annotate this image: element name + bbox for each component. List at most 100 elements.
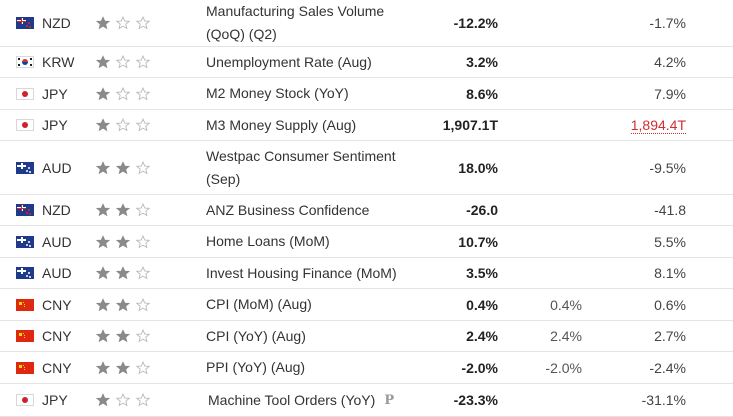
previous-value-text: 7.9% [654, 85, 686, 102]
table-row[interactable]: JPY M3 Money Supply (Aug) 1,907.1T 1,894.4T [0, 110, 733, 141]
flag-cell [16, 384, 36, 416]
actual-value: 10.7% [458, 233, 498, 250]
previous-value-text: -41.8 [654, 202, 686, 218]
event-name[interactable]: CPI (MoM) (Aug) [206, 289, 426, 320]
event-name[interactable]: Manufacturing Sales Volume (QoQ) (Q2) [206, 0, 426, 46]
flag-cell [16, 110, 36, 140]
importance-stars [96, 110, 162, 140]
currency-code: NZD [42, 15, 71, 31]
event-name[interactable]: Machine Tool Orders (YoY) P [208, 384, 428, 416]
event-name-text[interactable]: Invest Housing Finance (MoM) [206, 264, 397, 281]
event-name[interactable]: Home Loans (MoM) [206, 226, 426, 257]
table-row[interactable]: JPY M2 Money Stock (YoY) 8.6% 7.9% [0, 78, 733, 110]
importance-stars [96, 78, 162, 109]
star-empty-icon [136, 86, 150, 100]
previous-value-text: 8.1% [654, 265, 686, 281]
star-filled-icon [116, 360, 130, 374]
event-name-text[interactable]: Manufacturing Sales Volume (QoQ) (Q2) [206, 3, 385, 42]
importance-stars [96, 289, 162, 320]
event-name-text[interactable]: ANZ Business Confidence [206, 201, 370, 218]
previous-value: 5.5% [596, 226, 686, 257]
nz-flag-icon [16, 17, 34, 29]
previous-value: 1,894.4T [596, 110, 686, 140]
previous-value: 8.1% [596, 258, 686, 288]
previous-value-text: -9.5% [649, 159, 686, 176]
previous-value-text: 0.6% [654, 296, 686, 313]
table-row[interactable]: CNY CPI (MoM) (Aug) 0.4% 0.4% 0.6% [0, 289, 733, 321]
jp-flag-icon [16, 87, 34, 100]
forecast-value: 2.4% [550, 328, 582, 344]
event-name-text[interactable]: Unemployment Rate (Aug) [206, 53, 372, 70]
event-name[interactable]: Invest Housing Finance (MoM) [206, 258, 426, 288]
event-name[interactable]: M3 Money Supply (Aug) [206, 110, 426, 140]
forecast-value [500, 195, 582, 225]
star-filled-icon [96, 234, 110, 248]
event-name-text[interactable]: M3 Money Supply (Aug) [206, 116, 357, 133]
event-name-text[interactable]: Home Loans (MoM) [206, 233, 330, 249]
event-name[interactable]: CPI (YoY) (Aug) [206, 321, 426, 351]
forecast-value [500, 47, 582, 77]
event-name-text[interactable]: Machine Tool Orders (YoY) [208, 391, 376, 408]
actual-value: 3.5% [466, 265, 498, 281]
currency-code: JPY [42, 117, 68, 133]
star-empty-icon [136, 297, 150, 311]
table-row[interactable]: CNY PPI (YoY) (Aug) -2.0% -2.0% -2.4% [0, 352, 733, 384]
currency-code: AUD [42, 233, 72, 250]
star-filled-icon [96, 297, 110, 311]
importance-stars [96, 258, 162, 288]
event-name-text[interactable]: CPI (MoM) (Aug) [206, 296, 312, 312]
star-filled-icon [96, 86, 110, 100]
kr-flag-icon [16, 56, 34, 68]
star-filled-icon [96, 118, 110, 132]
previous-value: 0.6% [596, 289, 686, 320]
star-filled-icon [96, 393, 110, 407]
event-name[interactable]: Westpac Consumer Sentiment (Sep) [206, 141, 426, 194]
event-name[interactable]: ANZ Business Confidence [206, 195, 426, 225]
table-row[interactable]: AUD Invest Housing Finance (MoM) 3.5% 8.1% [0, 258, 733, 289]
star-filled-icon [96, 266, 110, 280]
table-row[interactable]: AUD Westpac Consumer Sentiment (Sep) 18.0%… [0, 141, 733, 195]
star-empty-icon [116, 86, 130, 100]
actual-value: -2.0% [461, 359, 498, 376]
table-row[interactable]: AUD Home Loans (MoM) 10.7% 5.5% [0, 226, 733, 258]
event-name[interactable]: M2 Money Stock (YoY) [206, 78, 426, 109]
currency-code: AUD [42, 265, 72, 281]
event-name-text[interactable]: CPI (YoY) (Aug) [206, 327, 306, 344]
previous-value-text: 5.5% [654, 233, 686, 250]
table-row[interactable]: CNY CPI (YoY) (Aug) 2.4% 2.4% 2.7% [0, 321, 733, 352]
previous-value-text: -31.1% [641, 392, 686, 408]
table-row[interactable]: JPY Machine Tool Orders (YoY) P -23.3% -31.1… [0, 384, 733, 417]
event-name[interactable]: Unemployment Rate (Aug) [206, 47, 426, 77]
previous-value: 7.9% [596, 78, 686, 109]
event-name-text[interactable]: Westpac Consumer Sentiment (Sep) [206, 147, 396, 187]
event-name-text[interactable]: PPI (YoY) (Aug) [206, 359, 306, 375]
currency-code: NZD [42, 202, 71, 218]
forecast-value: 0.4% [550, 296, 582, 313]
currency-code: AUD [42, 159, 72, 176]
cn-flag-icon [16, 330, 34, 342]
importance-stars [96, 384, 162, 416]
au-flag-icon [16, 161, 34, 174]
table-row[interactable]: KRW Unemployment Rate (Aug) 3.2% 4.2% [0, 47, 733, 78]
star-filled-icon [96, 55, 110, 69]
event-name-text[interactable]: M2 Money Stock (YoY) [206, 85, 349, 101]
table-row[interactable]: NZD ANZ Business Confidence -26.0 -41.8 [0, 195, 733, 226]
star-empty-icon [136, 329, 150, 343]
forecast-value: -2.0% [545, 359, 582, 376]
star-empty-icon [136, 360, 150, 374]
previous-value-revised[interactable]: 1,894.4T [630, 116, 686, 134]
star-filled-icon [116, 297, 130, 311]
star-filled-icon [116, 160, 130, 174]
nz-flag-icon [16, 204, 34, 216]
flag-cell [16, 352, 36, 383]
forecast-value [500, 141, 582, 194]
flag-cell [16, 195, 36, 225]
event-name[interactable]: PPI (YoY) (Aug) [206, 352, 426, 383]
actual-value: -23.3% [453, 392, 498, 408]
previous-value-text: 2.7% [654, 328, 686, 344]
table-row[interactable]: NZD Manufacturing Sales Volume (QoQ) (Q2)… [0, 0, 733, 47]
star-empty-icon [116, 16, 130, 30]
actual-value: 3.2% [466, 54, 498, 70]
forecast-value [500, 258, 582, 288]
star-empty-icon [136, 266, 150, 280]
